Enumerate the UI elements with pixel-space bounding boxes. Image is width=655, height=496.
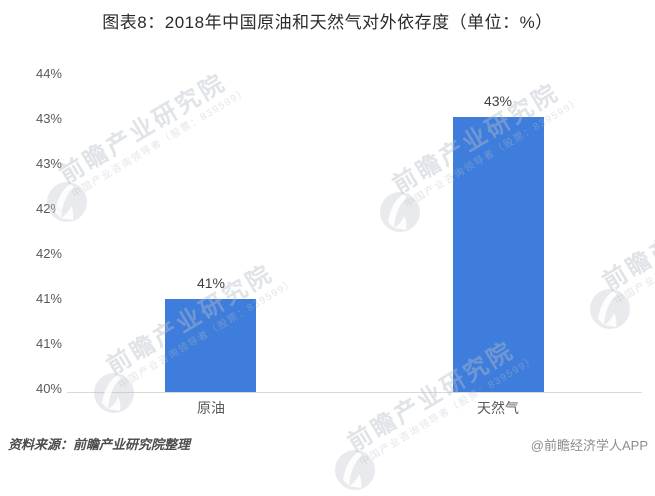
watermark [93,372,135,419]
x-axis-category-label: 天然气 [477,400,519,416]
qianzhan-swoosh-logo [590,289,630,329]
qianzhan-swoosh-logo [94,373,134,413]
qianzhan-swoosh-logo [335,450,375,490]
chart-page: { "title": "图表8：2018年中国原油和天然气对外依存度（单位：%）… [8,13,655,490]
y-axis-tick-label: 44% [35,66,62,81]
bar-原油 [165,299,256,392]
watermark-sub-text: 中国产业咨询领导者（股票：839599） [613,193,655,308]
watermark-text: 前瞻产业研究院 中国产业咨询领导者（股票：839599） [55,61,251,202]
y-axis-tick-label: 42% [35,246,62,261]
x-axis-line [67,392,642,393]
y-axis-tick-label: 42% [35,201,62,216]
credit-note: @前瞻经济学人APP [530,438,648,453]
watermark-brand-text: 前瞻产业研究院 [55,68,232,190]
y-axis-tick-label: 43% [35,156,62,171]
watermark-brand-text: 前瞻产业研究院 [598,175,655,297]
chart-title: 图表8：2018年中国原油和天然气对外依存度（单位：%） [102,13,553,32]
y-axis-tick-label: 41% [35,336,62,351]
watermark-sub-text: 中国产业咨询领导者（股票：839599） [70,86,251,201]
x-axis-category-label: 原油 [197,400,225,416]
y-axis-tick-label: 41% [35,291,62,306]
source-note: 资料来源：前瞻产业研究院整理 [8,437,191,452]
y-axis-tick-label: 40% [35,381,62,396]
qianzhan-swoosh-logo [380,192,420,232]
bar-value-label: 41% [196,275,226,291]
y-axis-tick-label: 43% [35,111,62,126]
watermark [589,288,631,335]
watermark [334,449,376,496]
watermark [379,191,421,238]
bar-天然气 [453,117,544,392]
bar-value-label: 43% [483,93,513,109]
watermark-text: 前瞻产业研究院 中国产业咨询领导者（股票：839599） [598,168,655,309]
